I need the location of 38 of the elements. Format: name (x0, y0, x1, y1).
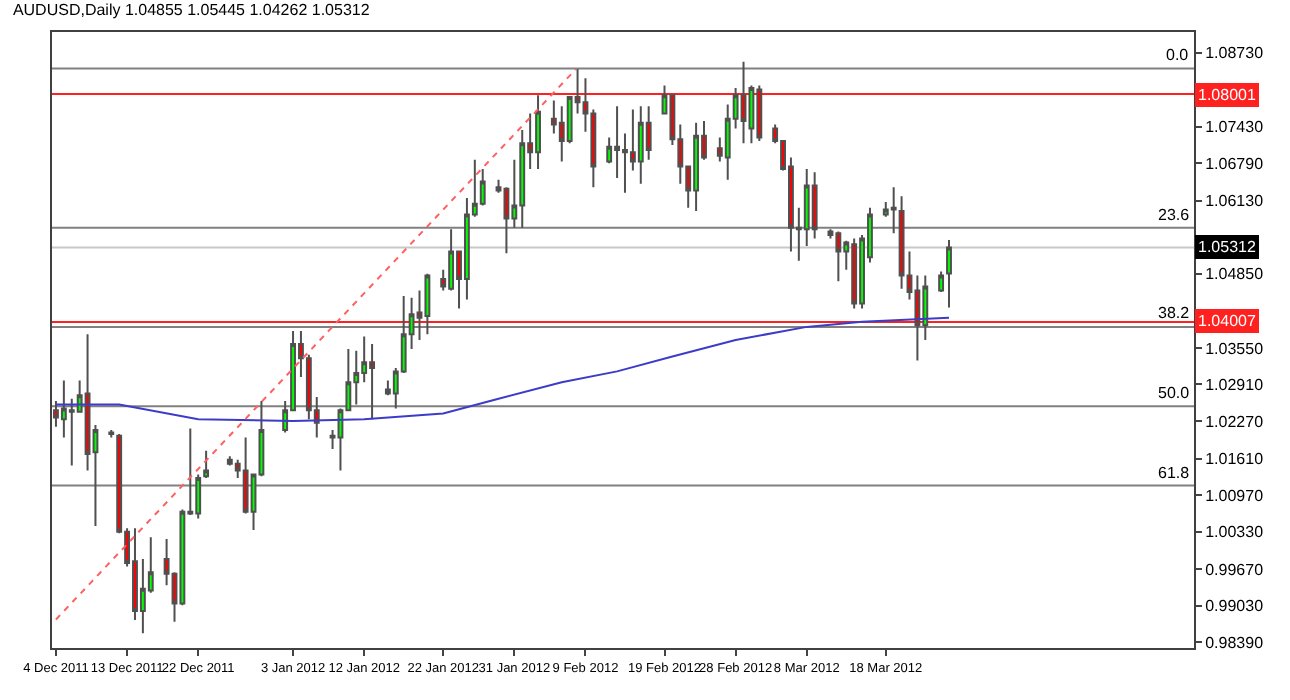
candlestick (637, 105, 644, 185)
y-tick-label: 1.06130 (1205, 192, 1265, 211)
y-tick-label: 1.02270 (1205, 412, 1265, 431)
y-tick-label: 1.07430 (1205, 118, 1265, 137)
y-tick-label: 0.99670 (1205, 560, 1265, 579)
annotation: 38.2 (1158, 304, 1191, 322)
chart-title: AUDUSD,Daily 1.04855 1.05445 1.04262 1.05312 (12, 0, 371, 19)
ref-line-label: 1.04007 (1198, 312, 1257, 330)
line-series (54, 316, 950, 422)
candlestick (811, 171, 818, 240)
y-tick-label: 1.02910 (1205, 376, 1265, 395)
y-tick-label: 0.99030 (1205, 597, 1265, 616)
y-tick-label: 1.06790 (1205, 154, 1265, 173)
candlestick (756, 84, 763, 142)
candlestick (740, 60, 747, 145)
y-tick-label: 1.08730 (1205, 44, 1265, 63)
annotation: 50.0 (1158, 384, 1191, 402)
y-tick-label: 1.04850 (1205, 265, 1265, 284)
candlestick (890, 186, 897, 235)
candlestick (203, 449, 210, 480)
annotation: 0.0 (1166, 46, 1190, 64)
candlestick (938, 270, 945, 294)
candlestick (369, 343, 376, 421)
ref-line-label: 1.08001 (1198, 86, 1257, 104)
y-tick-label: 1.00330 (1205, 523, 1265, 542)
y-tick-label: 1.01610 (1205, 450, 1265, 469)
annotation: 61.8 (1158, 464, 1191, 482)
candlestick (835, 230, 842, 283)
candlestick (693, 121, 700, 213)
ref-line-label: 1.05312 (1198, 238, 1257, 256)
candlestick (946, 238, 952, 309)
candlestick (535, 94, 541, 170)
candlestick (424, 272, 431, 336)
y-tick-label: 0.98390 (1205, 633, 1265, 652)
y-tick-label: 1.00970 (1205, 486, 1265, 505)
candlestick (851, 237, 858, 310)
y-tick-label: 1.03550 (1205, 339, 1265, 358)
annotation: 23.6 (1158, 206, 1191, 224)
